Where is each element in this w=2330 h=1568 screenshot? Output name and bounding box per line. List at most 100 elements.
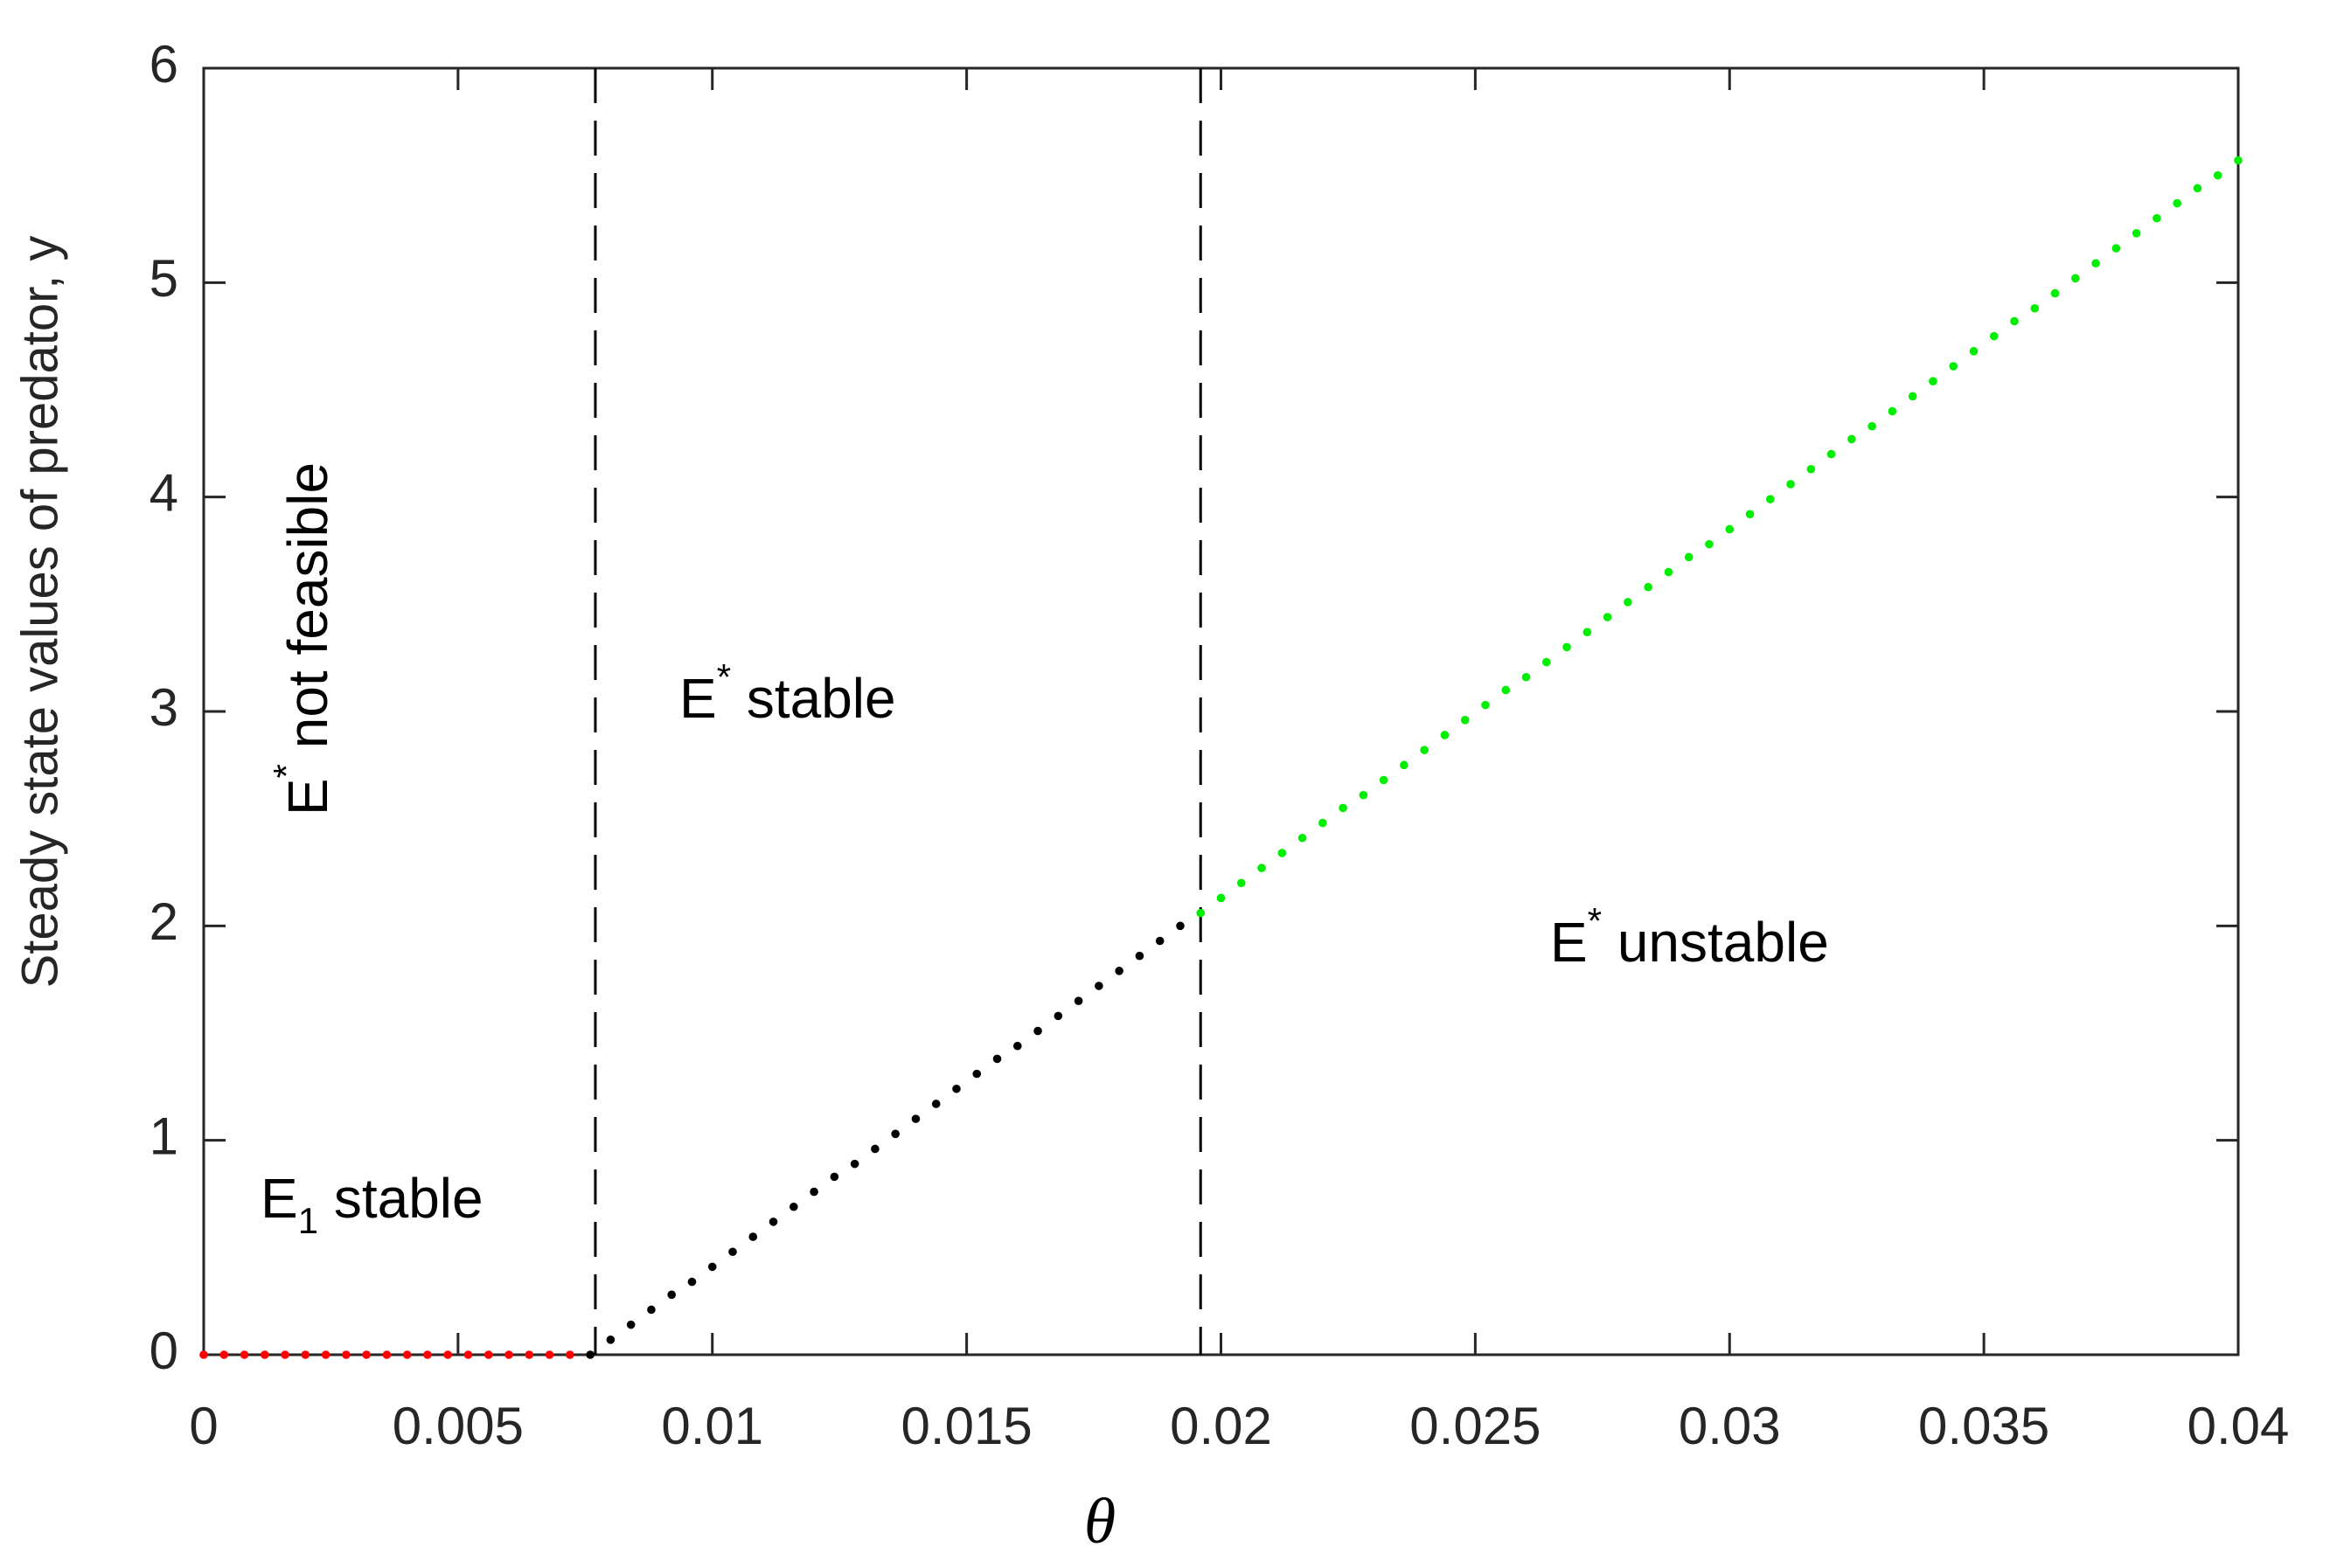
annotation-sup: * [1588, 900, 1602, 941]
data-point [586, 1350, 595, 1359]
data-point [972, 1069, 982, 1079]
y-tick-label: 2 [150, 892, 178, 951]
data-point [1216, 893, 1226, 903]
data-point [382, 1350, 392, 1359]
data-point [1297, 833, 1307, 843]
y-tick-label: 6 [150, 35, 178, 94]
data-point [1400, 760, 1408, 770]
annotation-text: stable [731, 667, 896, 730]
data-point [1054, 1011, 1063, 1021]
data-point [1420, 746, 1429, 754]
annotation: E* not feasible [266, 462, 339, 815]
data-point [871, 1144, 880, 1154]
data-point [402, 1350, 412, 1359]
y-axis-label: Steady state values of predator, y [11, 236, 68, 989]
data-point [1826, 449, 1836, 459]
data-point [1725, 524, 1735, 534]
y-tick-label: 0 [150, 1322, 178, 1380]
data-point [1135, 951, 1144, 961]
data-point [1176, 921, 1185, 931]
data-point [1481, 700, 1490, 710]
data-point [626, 1320, 636, 1329]
y-tick-label: 3 [150, 678, 178, 737]
data-point [1460, 716, 1470, 725]
x-axis-label: θ [1084, 1486, 1116, 1558]
annotation: E1 stable [261, 1167, 483, 1241]
data-point [789, 1202, 798, 1211]
data-point [850, 1159, 859, 1169]
data-point [769, 1218, 778, 1226]
data-point [728, 1247, 737, 1257]
annotation-base: E [1550, 911, 1588, 974]
data-point [1644, 582, 1652, 592]
annotation-sup: * [717, 656, 731, 697]
data-point [1888, 406, 1897, 416]
data-point [566, 1350, 574, 1359]
x-tick-label: 0 [189, 1397, 218, 1455]
data-point [1929, 377, 1937, 385]
data-point [1624, 598, 1632, 607]
annotation-base: E [261, 1167, 298, 1230]
data-point [1765, 495, 1775, 503]
data-point [2213, 170, 2222, 180]
data-point [1745, 510, 1755, 519]
data-point [1236, 878, 1246, 888]
data-point [606, 1336, 616, 1344]
data-point [707, 1262, 717, 1272]
data-point [1521, 672, 1531, 682]
data-point [2111, 244, 2121, 253]
data-point [2071, 274, 2080, 283]
data-point [992, 1054, 1002, 1064]
data-point [1786, 480, 1795, 489]
data-point [1603, 613, 1612, 621]
annotation-text: unstable [1602, 911, 1829, 974]
data-point [301, 1350, 310, 1359]
data-point [1867, 421, 1876, 431]
data-point [1562, 642, 1571, 652]
data-point [423, 1350, 432, 1359]
data-point [1155, 936, 1165, 946]
data-point [2030, 303, 2040, 313]
data-point [1033, 1026, 1042, 1036]
x-tick-label: 0.04 [2187, 1397, 2290, 1455]
data-point [810, 1187, 818, 1197]
data-point [362, 1350, 371, 1359]
data-point [2193, 184, 2202, 193]
x-tick-label: 0.02 [1170, 1397, 1272, 1455]
data-point [1908, 392, 1917, 401]
data-point [281, 1350, 289, 1359]
data-point [1989, 331, 1999, 341]
data-point [1949, 362, 1958, 371]
data-point [891, 1129, 900, 1139]
data-point [199, 1350, 208, 1359]
data-point [1705, 539, 1714, 549]
data-point [1257, 864, 1266, 872]
plot-frame [202, 66, 2240, 1356]
data-point [931, 1100, 941, 1108]
data-point [2153, 213, 2161, 223]
annotation-base: E [679, 667, 717, 730]
annotation-base: E [276, 778, 339, 815]
data-point [1582, 628, 1592, 637]
x-tick-label: 0.005 [393, 1397, 524, 1455]
data-point [1277, 849, 1287, 857]
data-point [504, 1350, 513, 1359]
data-point [748, 1232, 758, 1241]
data-point [1074, 996, 1083, 1005]
data-point [2173, 198, 2181, 208]
data-point [321, 1350, 330, 1359]
data-point [1359, 790, 1368, 800]
data-point [2132, 229, 2141, 238]
x-tick-label: 0.025 [1409, 1397, 1541, 1455]
data-point [1318, 818, 1327, 828]
data-point [2010, 316, 2019, 326]
data-point [525, 1350, 534, 1359]
y-tick-label: 4 [150, 464, 178, 523]
annotation-sup: * [266, 764, 307, 778]
y-tick-label: 5 [150, 249, 178, 308]
data-point [1664, 567, 1673, 577]
data-point [443, 1350, 453, 1359]
annotation-sub: 1 [298, 1200, 318, 1241]
